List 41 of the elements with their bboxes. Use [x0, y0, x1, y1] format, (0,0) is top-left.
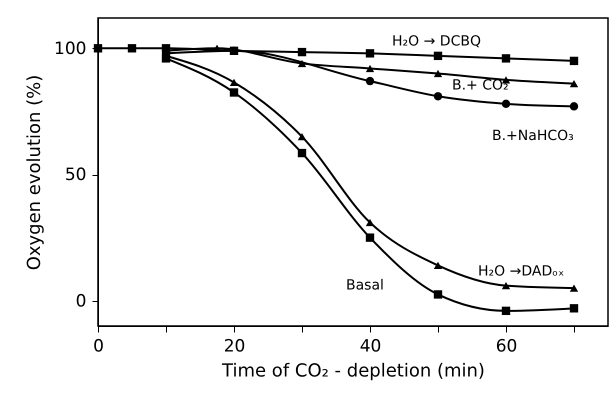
x-tick-label: 20 — [224, 336, 246, 356]
x-tick-label: 40 — [360, 336, 382, 356]
point — [366, 64, 374, 72]
point — [570, 304, 578, 313]
point — [570, 102, 578, 111]
point — [570, 56, 578, 66]
point — [502, 100, 510, 108]
y-tick-label: 50 — [64, 165, 86, 186]
point — [230, 78, 238, 86]
point — [434, 262, 442, 270]
point — [434, 290, 442, 299]
point — [298, 148, 306, 158]
series-label: H₂O → DCBQ — [392, 33, 481, 50]
point — [298, 133, 306, 140]
series-label: Basal — [346, 278, 384, 294]
y-tick-label: 100 — [54, 38, 86, 59]
point — [298, 60, 306, 68]
point — [502, 306, 510, 316]
point — [570, 80, 578, 88]
x-axis-title: Time of CO₂ - depletion (min) — [221, 360, 485, 382]
series-label: B.+ CO₂ — [452, 78, 509, 94]
series-label: H₂O →DADₒₓ — [478, 263, 564, 280]
point — [434, 52, 442, 60]
point — [366, 233, 374, 242]
y-axis-title: Oxygen evolution (%) — [24, 74, 46, 270]
point — [230, 88, 238, 97]
point — [434, 70, 442, 78]
x-tick-label: 60 — [496, 336, 518, 356]
point — [162, 54, 170, 63]
point — [502, 54, 510, 63]
series-label: B.+NaHCO₃ — [492, 128, 574, 144]
point — [502, 282, 510, 290]
point — [366, 218, 374, 226]
point — [570, 284, 578, 292]
point — [366, 76, 374, 86]
point — [366, 49, 374, 58]
y-tick-label: 0 — [76, 291, 86, 312]
point — [298, 48, 306, 56]
x-tick-label: 0 — [93, 336, 104, 356]
point — [434, 92, 442, 100]
point — [128, 44, 136, 52]
